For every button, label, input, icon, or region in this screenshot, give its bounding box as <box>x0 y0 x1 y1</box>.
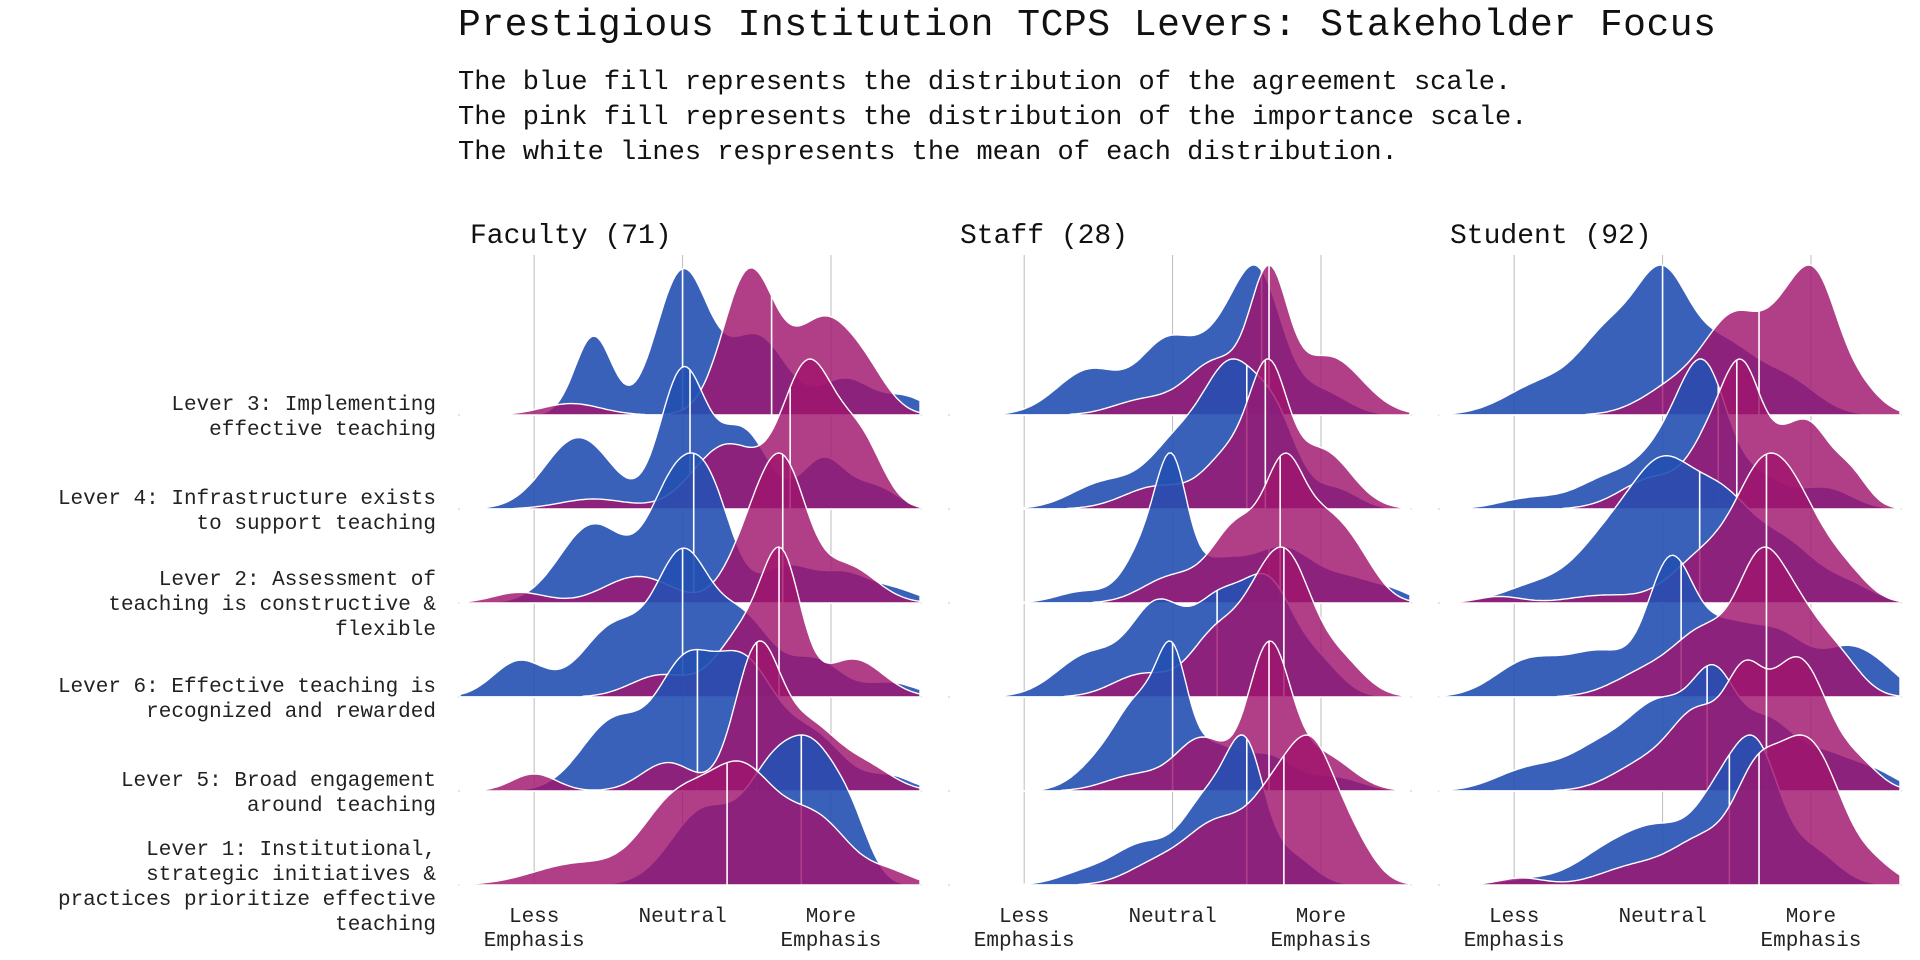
lever-label-line: Lever 2: Assessment of <box>159 569 436 592</box>
x-tick-label-line: Emphasis <box>974 930 1075 953</box>
importance-density <box>459 760 921 886</box>
lever-label-line: teaching is constructive & <box>108 594 436 617</box>
lever-label-line: Lever 6: Effective teaching is <box>58 676 436 699</box>
panel-title: Faculty (71) <box>470 221 672 252</box>
lever-label-line: flexible <box>335 619 436 642</box>
lever-label: Lever 6: Effective teaching is recognized… <box>58 676 436 724</box>
importance-density <box>1440 546 1901 698</box>
x-tick-label-line: Emphasis <box>1464 930 1565 953</box>
importance-density <box>1440 264 1901 416</box>
lever-label: Lever 1: Institutional, strategic initiat… <box>58 839 436 937</box>
importance-density <box>950 264 1411 416</box>
ridge-row <box>1438 264 1902 416</box>
x-tick-label-line: Neutral <box>1128 906 1216 929</box>
x-tick-label-line: Emphasis <box>1271 930 1372 953</box>
importance-density <box>950 546 1411 698</box>
x-tick-label: Less Emphasis <box>974 906 1075 953</box>
lever-label-line: practices prioritize effective <box>58 889 436 912</box>
x-tick-label: Neutral <box>1618 906 1706 929</box>
lever-labels: Lever 3: Implementing effective teachingL… <box>58 394 436 937</box>
x-tick-label-line: Less <box>509 906 559 929</box>
x-tick-label-line: Neutral <box>638 906 726 929</box>
x-tick-label: Neutral <box>638 906 726 929</box>
x-tick-label-line: Emphasis <box>484 930 585 953</box>
ridge-row <box>948 264 1412 416</box>
chart-subtitle: The blue fill represents the distributio… <box>458 66 1527 171</box>
lever-label-line: around teaching <box>247 795 436 818</box>
ridge-row <box>458 734 922 886</box>
x-tick-label-line: More <box>806 906 856 929</box>
x-tick-label-line: Emphasis <box>1761 930 1862 953</box>
x-tick-label: Less Emphasis <box>484 906 585 953</box>
ridge-row <box>948 546 1412 698</box>
x-tick-label: Less Emphasis <box>1464 906 1565 953</box>
panel-title: Staff (28) <box>960 221 1128 252</box>
x-tick-label-line: More <box>1786 906 1836 929</box>
lever-label-line: Lever 3: Implementing <box>171 394 436 417</box>
x-tick-label: More Emphasis <box>781 906 882 953</box>
subtitle-line-mean: The white lines respresents the mean of … <box>458 138 1398 168</box>
chart-title: Prestigious Institution TCPS Levers: Sta… <box>458 4 1717 47</box>
importance-density <box>1440 734 1901 886</box>
lever-label: Lever 3: Implementing effective teaching <box>171 394 436 442</box>
lever-label-line: teaching <box>335 914 436 937</box>
lever-label: Lever 2: Assessment of teaching is constr… <box>108 569 436 642</box>
lever-label: Lever 4: Infrastructure exists to support… <box>58 488 436 536</box>
ridge-row <box>948 734 1412 886</box>
ridge-row <box>1438 734 1902 886</box>
panel-title: Student (92) <box>1450 221 1652 252</box>
lever-label-line: effective teaching <box>209 419 436 442</box>
x-tick-label-line: Emphasis <box>781 930 882 953</box>
lever-label-line: Lever 1: Institutional, <box>146 839 436 862</box>
lever-label-line: Lever 5: Broad engagement <box>121 770 436 793</box>
lever-label-line: Lever 4: Infrastructure exists <box>58 488 436 511</box>
x-tick-label: More Emphasis <box>1761 906 1862 953</box>
lever-label-line: strategic initiatives & <box>146 864 436 887</box>
subtitle-line-agreement: The blue fill represents the distributio… <box>458 68 1512 98</box>
x-tick-label-line: Less <box>1489 906 1539 929</box>
lever-label: Lever 5: Broad engagement around teaching <box>121 770 436 818</box>
importance-density <box>950 734 1411 886</box>
x-tick-label-line: More <box>1296 906 1346 929</box>
x-tick-label: More Emphasis <box>1271 906 1372 953</box>
x-tick-label-line: Less <box>999 906 1049 929</box>
x-tick-label-line: Neutral <box>1618 906 1706 929</box>
lever-label-line: to support teaching <box>197 513 436 536</box>
x-tick-label: Neutral <box>1128 906 1216 929</box>
lever-label-line: recognized and rewarded <box>146 701 436 724</box>
subtitle-line-importance: The pink fill represents the distributio… <box>458 103 1528 133</box>
